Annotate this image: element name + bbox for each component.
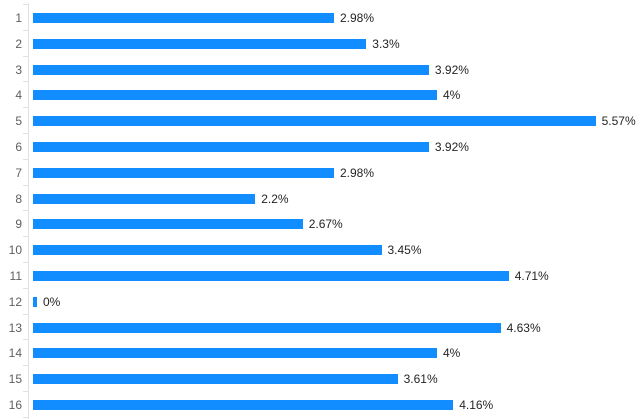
bar[interactable] xyxy=(33,245,382,256)
value-label: 4.63% xyxy=(506,320,541,335)
bar[interactable] xyxy=(33,116,596,127)
axis-tick xyxy=(23,107,29,109)
axis-tick xyxy=(23,158,29,160)
value-label: 2.2% xyxy=(261,191,289,206)
value-label: 5.57% xyxy=(601,114,636,129)
category-label: 5 xyxy=(15,114,22,129)
value-label: 3.92% xyxy=(434,139,469,154)
category-label: 16 xyxy=(8,397,22,412)
bar[interactable] xyxy=(33,374,398,385)
value-label: 3.92% xyxy=(434,62,469,77)
bar[interactable] xyxy=(33,193,256,204)
bar[interactable] xyxy=(33,348,437,359)
axis-tick xyxy=(23,81,29,83)
axis-tick xyxy=(23,365,29,367)
value-label: 4.16% xyxy=(459,397,494,412)
axis-tick xyxy=(23,339,29,341)
bar[interactable] xyxy=(33,64,429,75)
axis-tick xyxy=(23,287,29,289)
value-label: 3.3% xyxy=(372,36,400,51)
category-label: 4 xyxy=(15,88,22,103)
axis-tick xyxy=(23,262,29,263)
category-label: 13 xyxy=(8,320,22,335)
axis-tick xyxy=(23,4,29,5)
category-label: 6 xyxy=(15,139,22,154)
bar[interactable] xyxy=(33,219,303,230)
axis-tick xyxy=(23,313,29,315)
bar[interactable] xyxy=(33,296,37,307)
value-label: 4% xyxy=(443,346,461,361)
bar[interactable] xyxy=(33,90,437,101)
category-label: 12 xyxy=(8,294,22,309)
value-label: 3.61% xyxy=(403,372,438,387)
category-label: 15 xyxy=(8,372,22,387)
category-label: 7 xyxy=(15,165,22,180)
value-label: 4% xyxy=(443,88,461,103)
category-label: 14 xyxy=(8,346,22,361)
bar[interactable] xyxy=(33,270,509,281)
axis-tick xyxy=(23,133,29,134)
value-label: 4.71% xyxy=(514,268,549,283)
category-label: 3 xyxy=(15,62,22,77)
bar[interactable] xyxy=(33,322,501,333)
axis-tick xyxy=(23,210,29,212)
axis-tick xyxy=(23,391,29,392)
axis-tick xyxy=(23,236,29,238)
category-label: 1 xyxy=(15,10,22,25)
bar[interactable] xyxy=(33,38,367,49)
value-label: 0% xyxy=(43,294,61,309)
category-label: 9 xyxy=(15,217,22,232)
category-label: 11 xyxy=(9,268,22,283)
bar[interactable] xyxy=(33,141,429,152)
value-label: 3.45% xyxy=(387,243,422,258)
axis-tick xyxy=(23,29,29,31)
axis-tick xyxy=(23,184,29,186)
value-label: 2.98% xyxy=(340,10,375,25)
bar[interactable] xyxy=(33,399,454,410)
category-label: 10 xyxy=(8,243,22,258)
bar[interactable] xyxy=(33,167,334,178)
axis-tick xyxy=(23,55,29,57)
bar[interactable] xyxy=(33,12,334,23)
category-label: 2 xyxy=(15,36,22,51)
category-label: 8 xyxy=(15,191,22,206)
value-label: 2.67% xyxy=(308,217,343,232)
axis-tick xyxy=(23,416,29,418)
value-label: 2.98% xyxy=(340,165,375,180)
